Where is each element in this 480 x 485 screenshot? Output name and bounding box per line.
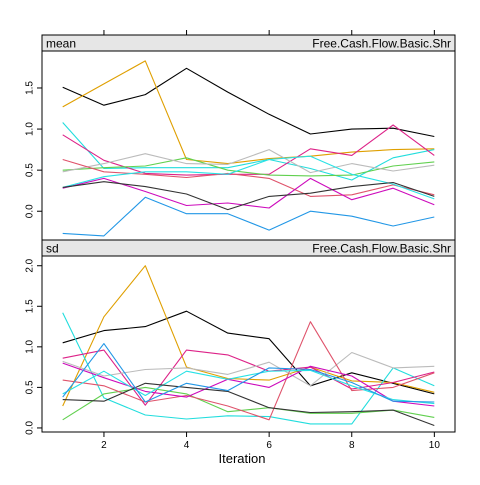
y-tick-label: 1.5 (25, 299, 36, 313)
plot-frame-mean (41, 50, 456, 241)
x-tick-label: 4 (184, 440, 190, 451)
strip-label-sd: sd (46, 242, 59, 256)
x-tick-label: 2 (101, 440, 107, 451)
series-line-8 (62, 362, 435, 407)
series-line-9 (62, 155, 435, 200)
x-axis: 2 4 6 8 10 (101, 30, 440, 451)
y-tick-label: 0.0 (25, 421, 36, 435)
y-tick-label: 0.5 (25, 380, 36, 394)
y-tick-label: 1.5 (25, 81, 36, 95)
strip-label-mean: mean (46, 37, 76, 51)
series-line-10 (62, 382, 435, 427)
x-tick-label: 8 (349, 440, 355, 451)
y-tick-label: 0.0 (25, 204, 36, 218)
panel-mean: mean Free.Cash.Flow.Basic.Shr 0.0 0.5 1.0 1.5 (25, 34, 456, 241)
series-line-2 (62, 60, 435, 165)
series-line-3 (62, 312, 435, 425)
series-line-9 (62, 369, 435, 405)
series-line-11 (62, 196, 435, 237)
plot-frame-sd (41, 255, 456, 433)
series-line-5 (62, 386, 435, 421)
x-tick-label: 6 (266, 440, 272, 451)
series-line-1 (62, 310, 435, 395)
y-tick-label: 1.0 (25, 122, 36, 136)
series-line-6 (62, 149, 435, 174)
y-tick-label: 0.5 (25, 163, 36, 177)
strip-variable-mean: Free.Cash.Flow.Basic.Shr (312, 37, 451, 51)
y-tick-label: 1.0 (25, 339, 36, 353)
x-axis-label: Iteration (219, 451, 266, 466)
series-line-11 (62, 343, 435, 403)
strip-variable-sd: Free.Cash.Flow.Basic.Shr (312, 242, 451, 256)
y-tick-label: 2.0 (25, 258, 36, 272)
series-line-4 (62, 349, 435, 406)
panel-sd: sd Free.Cash.Flow.Basic.Shr 0.0 0.5 1.0 1.5 2.… (25, 239, 456, 435)
series-line-5 (62, 157, 435, 177)
x-tick-label: 10 (429, 440, 441, 451)
series-line-1 (62, 67, 435, 138)
series-line-8 (62, 177, 435, 209)
series-line-3 (62, 122, 435, 181)
series-line-7 (62, 158, 435, 197)
series-line-10 (62, 181, 435, 211)
